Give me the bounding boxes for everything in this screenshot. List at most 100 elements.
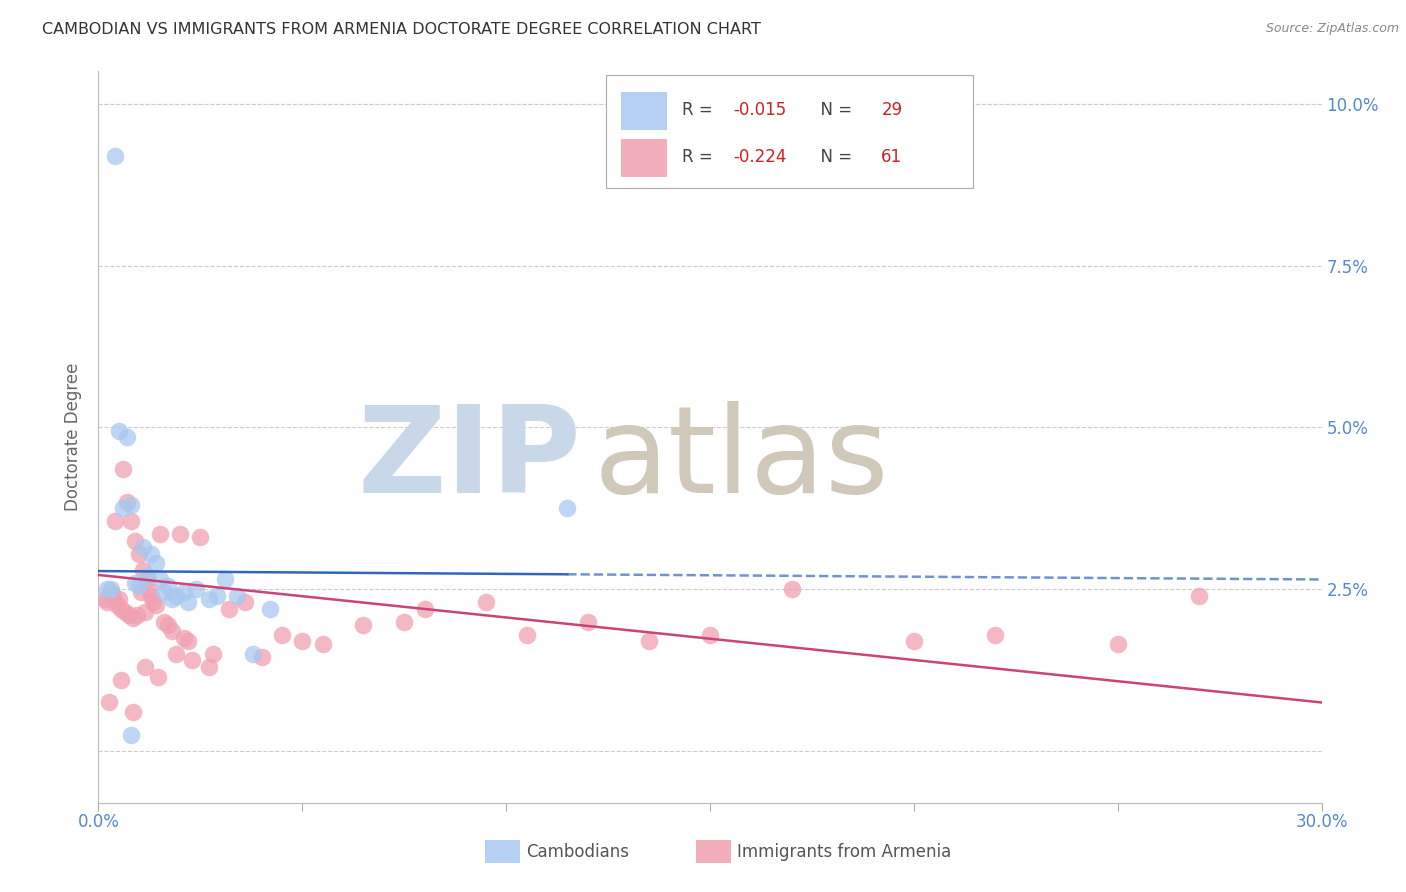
- Point: [638, 634, 661, 648]
- Text: Immigrants from Armenia: Immigrants from Armenia: [737, 843, 950, 861]
- Point: [181, 653, 204, 667]
- Point: [108, 591, 131, 606]
- Text: 61: 61: [882, 148, 903, 166]
- Point: [104, 148, 127, 162]
- Point: [312, 637, 335, 651]
- Point: [118, 608, 141, 623]
- Point: [120, 514, 142, 528]
- Point: [201, 647, 224, 661]
- Point: [111, 462, 134, 476]
- Point: [270, 627, 294, 641]
- Point: [111, 501, 134, 516]
- Point: [110, 673, 132, 687]
- Point: [242, 647, 264, 661]
- Point: [120, 498, 142, 512]
- Point: [132, 540, 155, 554]
- Point: [152, 585, 174, 599]
- Point: [108, 424, 131, 438]
- Point: [177, 595, 200, 609]
- Point: [124, 533, 146, 548]
- Point: [516, 627, 538, 641]
- Point: [156, 617, 179, 632]
- Point: [115, 430, 138, 444]
- Point: [96, 595, 118, 609]
- Point: [233, 595, 256, 609]
- Point: [138, 582, 160, 597]
- Point: [149, 527, 172, 541]
- Point: [197, 660, 219, 674]
- Text: CAMBODIAN VS IMMIGRANTS FROM ARMENIA DOCTORATE DEGREE CORRELATION CHART: CAMBODIAN VS IMMIGRANTS FROM ARMENIA DOC…: [42, 22, 761, 37]
- Point: [214, 573, 236, 587]
- Point: [205, 589, 228, 603]
- Point: [188, 530, 212, 544]
- Point: [132, 563, 155, 577]
- Text: R =: R =: [682, 101, 718, 120]
- Point: [120, 728, 142, 742]
- Point: [129, 585, 152, 599]
- Point: [165, 589, 187, 603]
- Point: [226, 589, 249, 603]
- Point: [145, 599, 167, 613]
- Point: [160, 624, 183, 639]
- FancyBboxPatch shape: [606, 75, 973, 188]
- Point: [165, 647, 187, 661]
- Text: N =: N =: [810, 148, 858, 166]
- Point: [576, 615, 599, 629]
- Point: [173, 631, 195, 645]
- Bar: [620, 92, 668, 130]
- Point: [699, 627, 721, 641]
- Text: -0.224: -0.224: [734, 148, 786, 166]
- Point: [141, 589, 163, 603]
- Point: [134, 605, 156, 619]
- Point: [114, 605, 136, 619]
- Point: [152, 615, 174, 629]
- Point: [291, 634, 314, 648]
- Point: [186, 582, 208, 597]
- Point: [128, 579, 150, 593]
- Point: [156, 579, 179, 593]
- Point: [1107, 637, 1129, 651]
- Point: [160, 591, 183, 606]
- Point: [127, 608, 149, 623]
- Point: [93, 591, 115, 606]
- Text: -0.015: -0.015: [734, 101, 786, 120]
- Point: [352, 617, 374, 632]
- Text: 29: 29: [882, 101, 903, 120]
- Point: [97, 696, 120, 710]
- Text: 30.0%: 30.0%: [1295, 813, 1348, 830]
- Point: [141, 547, 163, 561]
- Point: [177, 634, 200, 648]
- Point: [474, 595, 498, 609]
- Point: [259, 601, 281, 615]
- Point: [96, 582, 118, 597]
- Point: [115, 495, 138, 509]
- Point: [142, 595, 165, 609]
- Point: [124, 575, 146, 590]
- Text: Cambodians: Cambodians: [526, 843, 628, 861]
- Point: [173, 585, 195, 599]
- Point: [100, 585, 122, 599]
- Point: [557, 501, 579, 516]
- Point: [122, 705, 145, 719]
- Point: [104, 514, 127, 528]
- Point: [197, 591, 219, 606]
- Point: [101, 589, 124, 603]
- Point: [122, 611, 145, 625]
- Point: [110, 601, 132, 615]
- Point: [250, 650, 273, 665]
- Point: [145, 557, 167, 571]
- Point: [780, 582, 803, 597]
- Text: ZIP: ZIP: [359, 401, 582, 517]
- Point: [136, 569, 159, 583]
- Point: [146, 669, 169, 683]
- Text: 0.0%: 0.0%: [77, 813, 120, 830]
- Bar: [620, 139, 668, 178]
- Point: [134, 660, 156, 674]
- Point: [100, 582, 122, 597]
- Point: [392, 615, 416, 629]
- Point: [136, 573, 159, 587]
- Text: R =: R =: [682, 148, 718, 166]
- Point: [413, 601, 436, 615]
- Text: Source: ZipAtlas.com: Source: ZipAtlas.com: [1265, 22, 1399, 36]
- Point: [149, 573, 172, 587]
